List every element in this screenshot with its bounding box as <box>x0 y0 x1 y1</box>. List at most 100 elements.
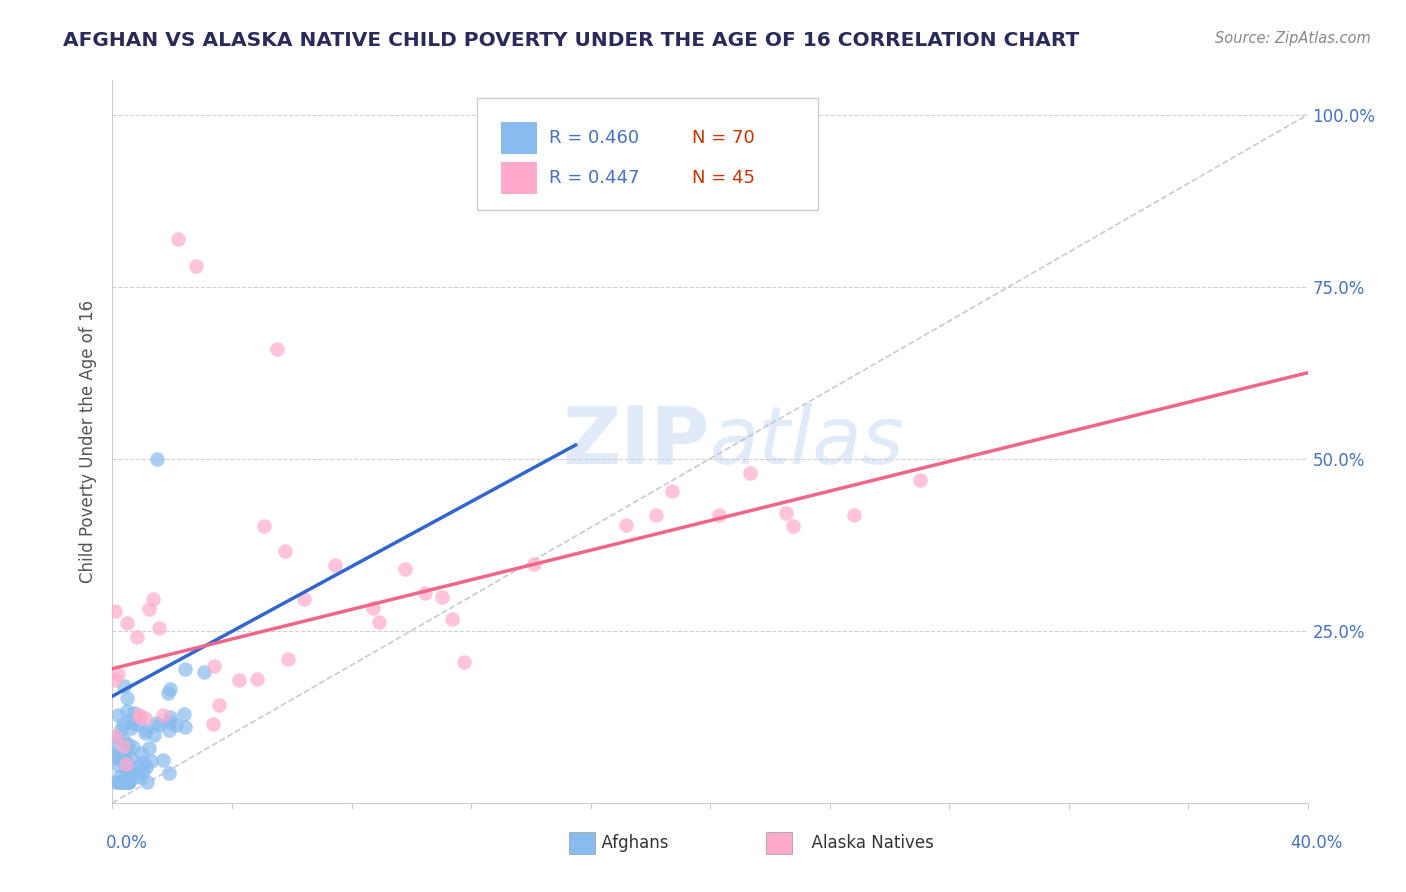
Point <box>159 710 181 724</box>
Point <box>148 718 170 732</box>
Point <box>614 517 637 532</box>
Text: R = 0.460: R = 0.460 <box>548 129 638 147</box>
Point <box>107 775 129 789</box>
Point <box>152 707 174 722</box>
Text: Afghans: Afghans <box>591 834 668 852</box>
Point <box>120 751 142 765</box>
Point <box>114 753 136 767</box>
Text: R = 0.447: R = 0.447 <box>548 169 640 186</box>
Text: ZIP: ZIP <box>562 402 710 481</box>
Point <box>110 752 132 766</box>
Point <box>775 506 797 520</box>
Point <box>128 708 150 723</box>
Point <box>661 484 683 499</box>
Point <box>173 720 195 734</box>
Point <box>114 762 136 776</box>
Point <box>159 715 181 730</box>
Point <box>127 716 149 731</box>
Point <box>166 718 188 732</box>
Point <box>117 775 139 789</box>
Point <box>105 730 128 744</box>
Point <box>122 715 145 730</box>
Point <box>112 679 135 693</box>
Point <box>148 621 170 635</box>
Point <box>323 558 346 572</box>
Point <box>440 612 463 626</box>
Point <box>228 673 250 688</box>
Point <box>120 768 142 782</box>
Point <box>115 757 138 772</box>
Text: Source: ZipAtlas.com: Source: ZipAtlas.com <box>1215 31 1371 46</box>
Point <box>107 707 129 722</box>
Point <box>135 723 157 737</box>
Point <box>174 662 197 676</box>
Point <box>107 667 129 681</box>
Point <box>368 615 391 629</box>
Point <box>152 753 174 767</box>
Point <box>292 591 315 606</box>
Point <box>141 755 163 769</box>
Bar <box>501 122 537 154</box>
Text: Alaska Natives: Alaska Natives <box>801 834 935 852</box>
Point <box>115 756 138 770</box>
Text: 0.0%: 0.0% <box>105 834 148 852</box>
Point <box>277 652 299 666</box>
Point <box>740 466 762 480</box>
Point <box>108 768 131 782</box>
Point <box>121 739 143 754</box>
Point <box>157 723 180 737</box>
Point <box>120 761 142 775</box>
Point <box>104 730 127 744</box>
Point <box>202 659 225 673</box>
Point <box>104 604 127 618</box>
Point <box>430 591 453 605</box>
Point <box>134 725 156 739</box>
Point <box>361 601 384 615</box>
Point <box>114 743 136 757</box>
Point <box>173 706 195 721</box>
Point <box>115 704 138 718</box>
Point <box>132 756 155 770</box>
Point <box>134 711 156 725</box>
Point <box>131 746 153 760</box>
Point <box>108 775 131 789</box>
Point <box>136 775 159 789</box>
Point <box>115 616 138 631</box>
Point <box>110 775 132 789</box>
Point <box>167 231 190 245</box>
Point <box>104 750 127 764</box>
Text: AFGHAN VS ALASKA NATIVE CHILD POVERTY UNDER THE AGE OF 16 CORRELATION CHART: AFGHAN VS ALASKA NATIVE CHILD POVERTY UN… <box>63 31 1080 50</box>
Point <box>117 775 139 789</box>
Point <box>186 259 208 273</box>
Point <box>124 706 146 720</box>
Point <box>128 710 150 724</box>
Point <box>125 768 148 782</box>
Point <box>908 473 931 487</box>
Point <box>104 673 127 687</box>
Point <box>117 761 139 775</box>
Point <box>208 698 231 712</box>
Point <box>193 665 215 679</box>
Point <box>112 717 135 731</box>
Point <box>143 728 166 742</box>
Point <box>413 585 436 599</box>
Text: N = 45: N = 45 <box>692 169 755 186</box>
Point <box>125 630 148 644</box>
Point <box>112 775 135 789</box>
Point <box>782 518 804 533</box>
Point <box>110 722 132 736</box>
Point <box>118 775 141 789</box>
Point <box>120 713 142 727</box>
Point <box>111 739 134 753</box>
Bar <box>569 832 595 854</box>
Text: 40.0%: 40.0% <box>1291 834 1343 852</box>
FancyBboxPatch shape <box>477 98 818 211</box>
Point <box>132 765 155 780</box>
Point <box>115 690 138 705</box>
Point <box>135 759 157 773</box>
Point <box>709 508 731 522</box>
Point <box>107 759 129 773</box>
Point <box>104 775 127 789</box>
Point <box>146 451 169 466</box>
Point <box>104 738 127 752</box>
